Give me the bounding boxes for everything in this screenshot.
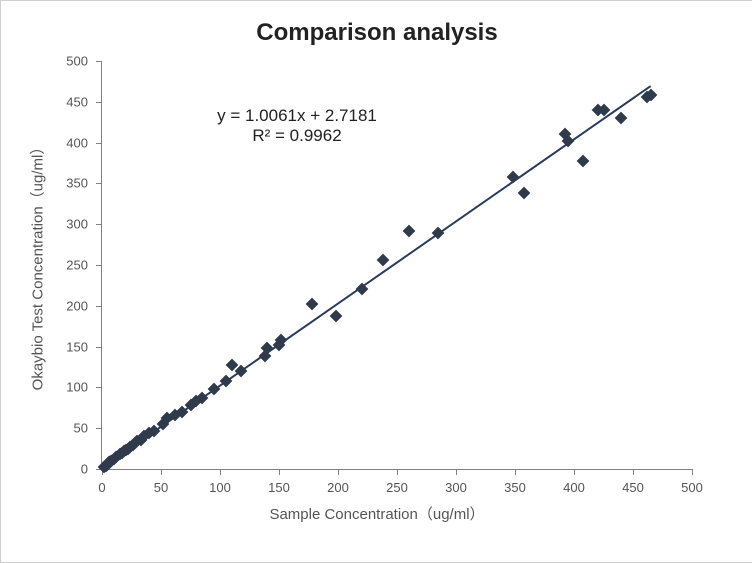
x-tick-label: 250 (386, 480, 408, 495)
chart-container: Comparison analysis 05010015020025030035… (0, 0, 752, 563)
data-point (402, 224, 415, 237)
x-tick-label: 100 (209, 480, 231, 495)
regression-r-squared: R² = 0.9962 (217, 126, 377, 146)
y-tick (96, 102, 102, 103)
y-tick-label: 200 (66, 298, 88, 313)
plot-area: 0501001502002503003504004505000501001502… (101, 61, 692, 470)
x-tick (515, 469, 516, 475)
y-tick-label: 450 (66, 94, 88, 109)
x-tick-label: 400 (563, 480, 585, 495)
chart-title: Comparison analysis (1, 19, 752, 47)
x-tick (161, 469, 162, 475)
data-point (577, 155, 590, 168)
y-tick (96, 183, 102, 184)
y-tick (96, 143, 102, 144)
y-tick-label: 500 (66, 54, 88, 69)
y-tick-label: 300 (66, 217, 88, 232)
data-point (506, 170, 519, 183)
y-tick (96, 387, 102, 388)
data-point (518, 187, 531, 200)
y-tick (96, 428, 102, 429)
y-tick (96, 224, 102, 225)
x-tick-label: 450 (622, 480, 644, 495)
data-point (615, 112, 628, 125)
y-tick-label: 100 (66, 380, 88, 395)
regression-equation: y = 1.0061x + 2.7181 (217, 106, 377, 126)
x-tick (633, 469, 634, 475)
x-tick (338, 469, 339, 475)
x-tick (456, 469, 457, 475)
x-tick-label: 0 (98, 480, 105, 495)
x-tick (397, 469, 398, 475)
y-tick-label: 400 (66, 135, 88, 150)
y-tick-label: 250 (66, 258, 88, 273)
x-tick (220, 469, 221, 475)
data-point (329, 310, 342, 323)
x-tick (279, 469, 280, 475)
y-tick-label: 150 (66, 339, 88, 354)
data-point (306, 298, 319, 311)
x-tick (574, 469, 575, 475)
x-axis-label: Sample Concentration（ug/ml） (1, 503, 752, 524)
x-tick (692, 469, 693, 475)
y-axis-label: Okaybio Test Concentration（ug/ml） (27, 140, 48, 391)
y-tick (96, 306, 102, 307)
y-tick-label: 50 (74, 421, 88, 436)
y-tick-label: 0 (81, 462, 88, 477)
x-tick-label: 50 (154, 480, 168, 495)
x-tick-label: 150 (268, 480, 290, 495)
x-tick-label: 350 (504, 480, 526, 495)
y-tick (96, 61, 102, 62)
x-tick-label: 500 (681, 480, 703, 495)
regression-annotation: y = 1.0061x + 2.7181R² = 0.9962 (217, 106, 377, 146)
x-tick-label: 300 (445, 480, 467, 495)
y-tick-label: 350 (66, 176, 88, 191)
x-tick-label: 200 (327, 480, 349, 495)
data-point (376, 254, 389, 267)
y-tick (96, 347, 102, 348)
y-tick (96, 265, 102, 266)
